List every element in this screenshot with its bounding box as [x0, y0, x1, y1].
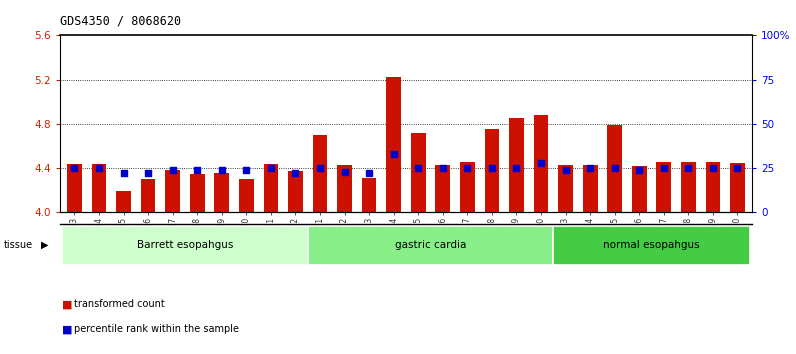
Text: gastric cardia: gastric cardia	[395, 240, 466, 250]
Bar	[411, 133, 426, 212]
Text: transformed count: transformed count	[74, 299, 165, 309]
Bar	[263, 164, 279, 212]
Bar	[730, 162, 745, 212]
Bar	[92, 164, 107, 212]
Text: ■: ■	[62, 324, 72, 334]
Bar	[166, 170, 180, 212]
Point	[608, 165, 621, 171]
Bar	[386, 78, 401, 212]
Bar	[705, 161, 720, 212]
Point	[707, 165, 720, 171]
Point	[191, 167, 204, 173]
Point	[535, 160, 548, 166]
Text: ▶: ▶	[41, 240, 49, 250]
Point	[633, 167, 646, 173]
Bar	[509, 118, 524, 212]
Point	[92, 165, 105, 171]
Point	[216, 167, 228, 173]
Point	[388, 151, 400, 157]
Point	[338, 169, 351, 175]
Point	[68, 165, 81, 171]
Text: normal esopahgus: normal esopahgus	[603, 240, 700, 250]
Bar	[553, 225, 750, 265]
Bar	[338, 165, 352, 212]
Bar	[607, 125, 622, 212]
Bar	[141, 179, 155, 212]
Point	[166, 167, 179, 173]
Point	[657, 165, 670, 171]
Bar	[632, 166, 646, 212]
Bar	[657, 161, 671, 212]
Point	[436, 165, 449, 171]
Point	[314, 165, 326, 171]
Point	[461, 165, 474, 171]
Point	[363, 171, 376, 176]
Bar	[681, 161, 696, 212]
Bar	[116, 192, 131, 212]
Bar	[583, 165, 598, 212]
Point	[731, 165, 743, 171]
Point	[289, 171, 302, 176]
Bar	[67, 164, 82, 212]
Bar	[214, 172, 229, 212]
Text: GDS4350 / 8068620: GDS4350 / 8068620	[60, 14, 181, 27]
Point	[240, 167, 252, 173]
Text: percentile rank within the sample: percentile rank within the sample	[74, 324, 239, 334]
Bar	[313, 135, 327, 212]
Text: Barrett esopahgus: Barrett esopahgus	[137, 240, 233, 250]
Point	[412, 165, 424, 171]
Bar	[485, 130, 499, 212]
Point	[682, 165, 695, 171]
Bar	[435, 165, 451, 212]
Point	[142, 171, 154, 176]
Point	[117, 171, 130, 176]
Bar	[288, 171, 302, 212]
Bar	[460, 161, 474, 212]
Bar	[308, 225, 553, 265]
Point	[264, 165, 277, 171]
Bar	[361, 178, 377, 212]
Point	[560, 167, 572, 173]
Point	[583, 165, 596, 171]
Text: tissue: tissue	[4, 240, 33, 250]
Bar	[190, 174, 205, 212]
Bar	[558, 165, 573, 212]
Point	[486, 165, 498, 171]
Bar	[62, 225, 308, 265]
Point	[510, 165, 523, 171]
Text: ■: ■	[62, 299, 72, 309]
Bar	[533, 115, 548, 212]
Bar	[239, 179, 254, 212]
